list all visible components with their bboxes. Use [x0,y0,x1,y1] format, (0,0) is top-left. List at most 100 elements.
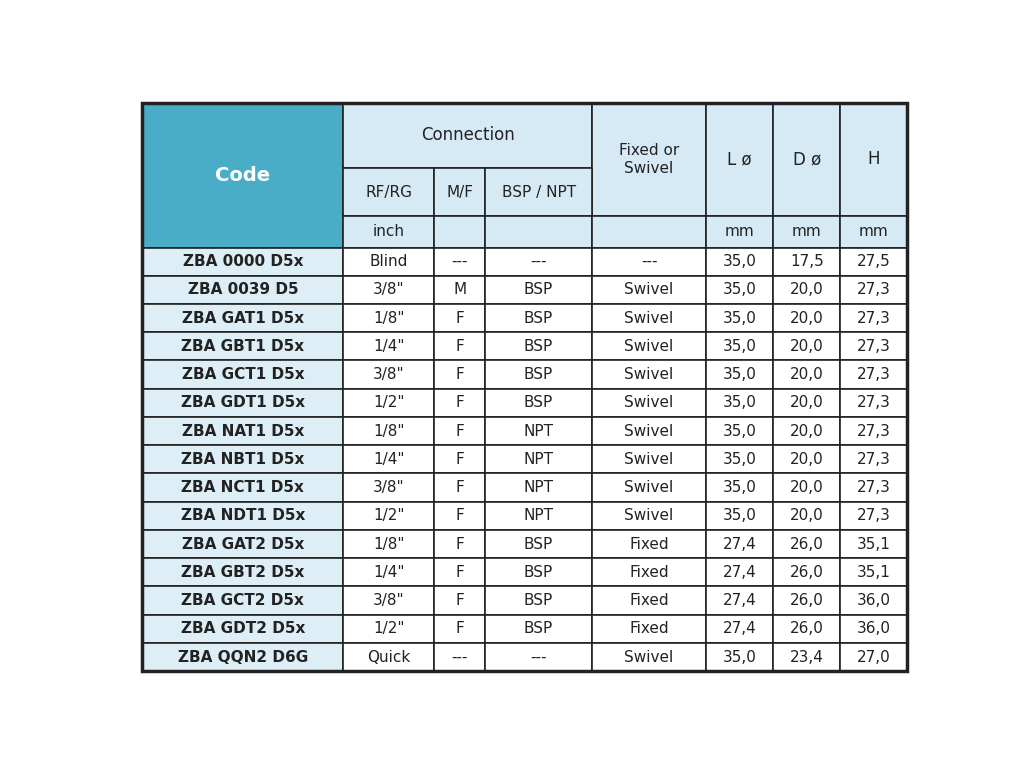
Bar [485,502,592,530]
Bar [343,332,434,361]
Text: 20,0: 20,0 [790,424,823,439]
Bar [773,216,841,247]
Text: ZBA GCT1 D5x: ZBA GCT1 D5x [181,367,304,382]
Text: 27,3: 27,3 [857,424,891,439]
Bar [592,332,707,361]
Text: 27,3: 27,3 [857,509,891,523]
Text: BSP: BSP [524,395,553,411]
Bar [343,388,434,417]
Text: RF/RG: RF/RG [366,185,413,200]
Text: F: F [456,311,464,326]
Bar [707,417,773,445]
Bar [434,332,485,361]
Bar [343,473,434,502]
Text: 26,0: 26,0 [790,593,823,608]
Bar [592,304,707,332]
Text: Swivel: Swivel [625,339,674,354]
Bar [707,388,773,417]
Bar [773,388,841,417]
Bar [841,247,907,276]
Bar [707,361,773,388]
Text: ZBA GBT1 D5x: ZBA GBT1 D5x [181,339,304,354]
Text: 20,0: 20,0 [790,283,823,297]
Bar [592,587,707,614]
Bar [485,643,592,671]
Bar [434,445,485,473]
Bar [773,445,841,473]
Text: Swivel: Swivel [625,283,674,297]
Bar [485,247,592,276]
Text: ZBA GCT2 D5x: ZBA GCT2 D5x [181,593,304,608]
Bar [841,530,907,558]
Bar [434,361,485,388]
Text: 27,4: 27,4 [723,593,757,608]
Text: F: F [456,367,464,382]
Text: Swivel: Swivel [625,424,674,439]
Bar [485,445,592,473]
Bar [841,445,907,473]
Bar [773,614,841,643]
Text: 27,3: 27,3 [857,395,891,411]
Bar [592,558,707,587]
Bar [707,502,773,530]
Text: Swivel: Swivel [625,650,674,664]
Text: ZBA NBT1 D5x: ZBA NBT1 D5x [181,452,304,466]
Bar [707,530,773,558]
Bar [142,473,343,502]
Text: 27,5: 27,5 [857,254,891,269]
Text: NPT: NPT [523,480,554,495]
Text: ZBA 0000 D5x: ZBA 0000 D5x [182,254,303,269]
Bar [434,304,485,332]
Text: 20,0: 20,0 [790,339,823,354]
Text: 20,0: 20,0 [790,480,823,495]
Bar [773,276,841,304]
Bar [773,103,841,216]
Bar [343,304,434,332]
Text: 35,0: 35,0 [723,311,757,326]
Bar [841,216,907,247]
Text: ZBA GDT1 D5x: ZBA GDT1 D5x [181,395,305,411]
Text: 35,0: 35,0 [723,650,757,664]
Text: mm: mm [792,224,821,240]
Bar [592,614,707,643]
Bar [485,587,592,614]
Text: Connection: Connection [421,126,514,144]
Bar [592,417,707,445]
Bar [841,304,907,332]
Text: ZBA QQN2 D6G: ZBA QQN2 D6G [178,650,308,664]
Text: ZBA GDT2 D5x: ZBA GDT2 D5x [180,621,305,637]
Text: ---: --- [530,650,547,664]
Text: Fixed or
Swivel: Fixed or Swivel [618,143,679,175]
Text: BSP: BSP [524,367,553,382]
Text: Swivel: Swivel [625,311,674,326]
Bar [773,332,841,361]
Text: 35,0: 35,0 [723,254,757,269]
Bar [142,558,343,587]
Text: 26,0: 26,0 [790,565,823,580]
Text: 1/2": 1/2" [373,621,404,637]
Bar [343,614,434,643]
Text: 35,0: 35,0 [723,367,757,382]
Bar [142,502,343,530]
Bar [592,445,707,473]
Text: 20,0: 20,0 [790,452,823,466]
Text: F: F [456,452,464,466]
Bar [485,276,592,304]
Bar [434,502,485,530]
Text: 1/8": 1/8" [373,311,404,326]
Bar [707,276,773,304]
Text: F: F [456,395,464,411]
Bar [707,247,773,276]
Text: H: H [867,150,880,169]
Text: ---: --- [530,254,547,269]
Bar [343,103,592,168]
Text: F: F [456,565,464,580]
Text: 1/4": 1/4" [373,339,404,354]
Text: NPT: NPT [523,509,554,523]
Bar [142,530,343,558]
Text: ZBA GAT2 D5x: ZBA GAT2 D5x [181,536,304,552]
Text: 35,0: 35,0 [723,452,757,466]
Bar [343,247,434,276]
Bar [343,502,434,530]
Bar [707,643,773,671]
